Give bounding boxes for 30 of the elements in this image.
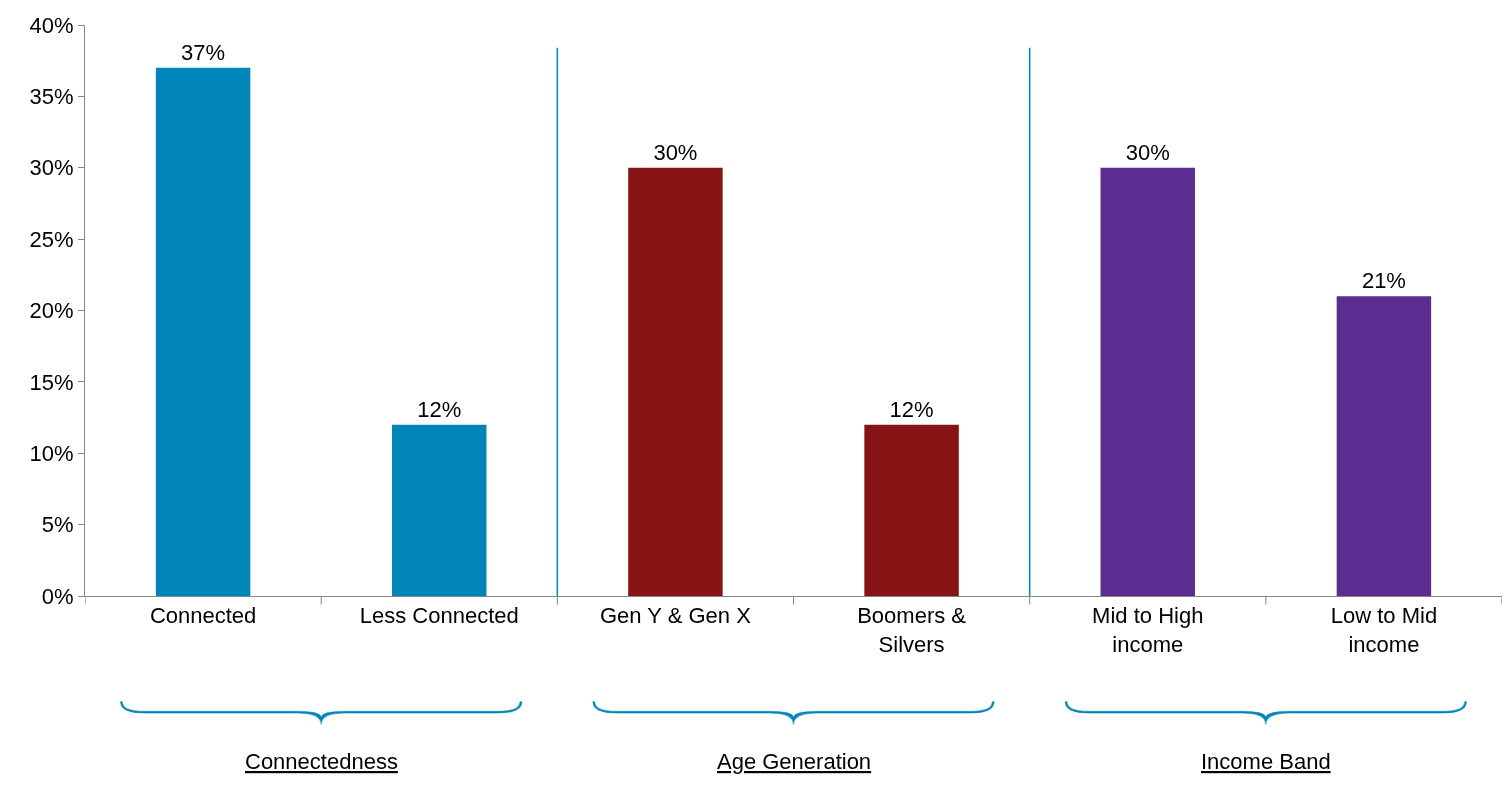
data-label: 30% — [653, 139, 698, 165]
bar — [1336, 296, 1432, 596]
x-tick-label: Low to Mid income — [1330, 603, 1438, 657]
bar — [155, 67, 251, 596]
text: Income Band — [1201, 749, 1331, 774]
x-tick-label: Boomers & Silvers — [857, 603, 967, 657]
y-tick-label: 25% — [29, 226, 74, 252]
bar — [864, 424, 959, 596]
y-tick-label: 15% — [29, 369, 74, 395]
x-tick-label: Gen Y & Gen X — [600, 603, 752, 629]
y-tick-label: 30% — [29, 155, 74, 181]
data-label: 30% — [1125, 139, 1170, 165]
x-tick-label: Mid to High income — [1092, 603, 1204, 657]
y-tick-label: 20% — [29, 298, 74, 324]
y-tick-label: 10% — [29, 440, 74, 466]
x-tick-label: Connected — [149, 603, 257, 629]
bar — [628, 167, 723, 596]
bar — [1100, 167, 1195, 596]
bar — [392, 424, 487, 596]
data-label: 37% — [181, 39, 226, 65]
data-label: 12% — [889, 396, 934, 422]
y-tick-label: 5% — [41, 512, 74, 538]
y-tick-label: 0% — [41, 583, 74, 609]
y-tick-label: 35% — [29, 84, 74, 110]
x-tick-label: Less Connected — [359, 603, 519, 629]
data-label: 12% — [417, 396, 462, 422]
data-label: 21% — [1361, 268, 1406, 294]
y-tick-label: 40% — [29, 12, 74, 38]
text: Connectedness — [245, 749, 398, 774]
text: Age Generation — [717, 749, 872, 774]
